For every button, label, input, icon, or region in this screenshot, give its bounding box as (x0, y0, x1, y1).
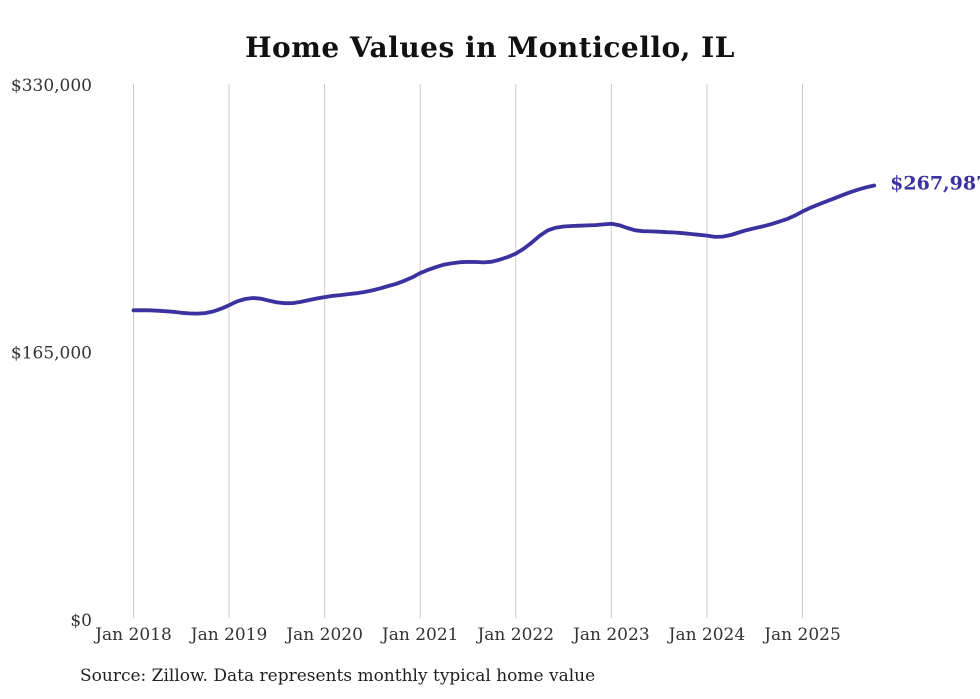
x-tick-label: Jan 2018 (93, 625, 172, 645)
source-note: Source: Zillow. Data represents monthly … (80, 666, 596, 686)
home-value-line (131, 183, 877, 316)
y-tick-label: $330,000 (11, 76, 92, 96)
end-value-label: $267,987 (890, 173, 980, 195)
x-tick-label: Jan 2019 (189, 625, 268, 645)
x-tick-label: Jan 2023 (571, 625, 650, 645)
x-tick-label: Jan 2020 (284, 625, 363, 645)
x-tick-label: Jan 2025 (762, 625, 841, 645)
y-tick-label: $0 (70, 611, 92, 631)
x-tick-label: Jan 2022 (475, 625, 554, 645)
chart-title: Home Values in Monticello, IL (245, 31, 735, 64)
y-tick-label: $165,000 (11, 344, 92, 364)
x-tick-label: Jan 2024 (667, 625, 746, 645)
x-tick-label: Jan 2021 (380, 625, 459, 645)
